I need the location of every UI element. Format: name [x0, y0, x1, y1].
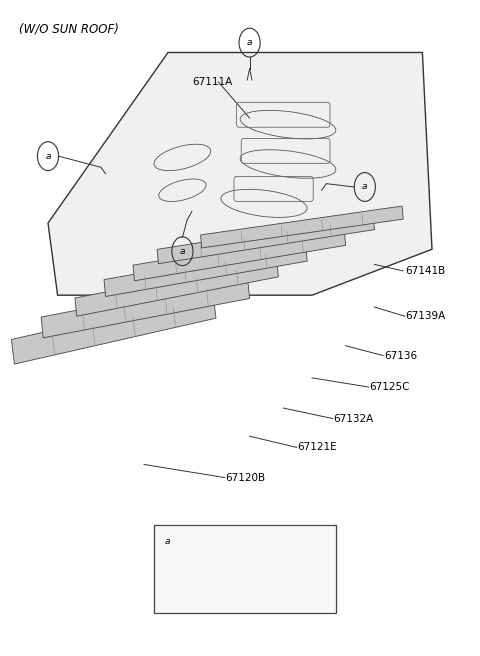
FancyBboxPatch shape — [154, 525, 336, 613]
Text: a: a — [247, 38, 252, 47]
Text: 67120B: 67120B — [226, 472, 266, 483]
Text: a: a — [362, 182, 368, 192]
Text: 67136: 67136 — [384, 350, 417, 361]
Text: 67111A: 67111A — [192, 77, 232, 87]
Text: 67125C: 67125C — [370, 382, 410, 392]
Polygon shape — [75, 258, 278, 316]
Text: (W/O SUN ROOF): (W/O SUN ROOF) — [19, 23, 119, 36]
Polygon shape — [41, 277, 250, 338]
Text: 67113A: 67113A — [180, 531, 220, 542]
Text: a: a — [164, 537, 170, 546]
Text: 67132A: 67132A — [334, 413, 374, 424]
Text: a: a — [45, 152, 51, 161]
Polygon shape — [201, 206, 403, 248]
Text: 67121E: 67121E — [298, 442, 337, 453]
Polygon shape — [133, 230, 346, 281]
Polygon shape — [12, 294, 216, 364]
Text: 67139A: 67139A — [406, 311, 446, 321]
Polygon shape — [104, 244, 307, 297]
Polygon shape — [48, 52, 432, 295]
Text: 67141B: 67141B — [406, 266, 446, 276]
Text: a: a — [180, 247, 185, 256]
Polygon shape — [157, 215, 374, 264]
